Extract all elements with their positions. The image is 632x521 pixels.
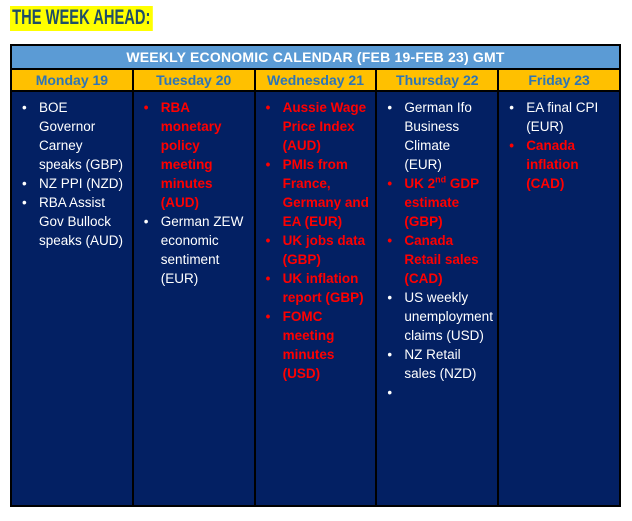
calendar-event: NZ Retail sales (NZD) xyxy=(385,345,491,383)
table-title-row: WEEKLY ECONOMIC CALENDAR (FEB 19-FEB 23)… xyxy=(10,44,621,70)
day-header-wednesday: Wednesday 21 xyxy=(253,68,378,92)
calendar-event: German ZEW economic sentiment (EUR) xyxy=(142,212,248,288)
events-cell-thursday: German Ifo Business Climate (EUR)UK 2nd … xyxy=(375,90,500,507)
calendar-event: Canada Retail sales (CAD) xyxy=(385,231,491,288)
events-list: RBA monetary policy meeting minutes (AUD… xyxy=(142,98,248,288)
calendar-event: RBA monetary policy meeting minutes (AUD… xyxy=(142,98,248,212)
events-cell-tuesday: RBA monetary policy meeting minutes (AUD… xyxy=(131,90,256,507)
day-header-thursday: Thursday 22 xyxy=(375,68,500,92)
calendar-event: US weekly unemployment claims (USD) xyxy=(385,288,493,345)
events-list: BOE Governor Carney speaks (GBP)NZ PPI (… xyxy=(20,98,126,250)
events-list: Aussie Wage Price Index (AUD)PMIs from F… xyxy=(264,98,370,383)
calendar-event: BOE Governor Carney speaks (GBP) xyxy=(20,98,126,174)
calendar-event: UK inflation report (GBP) xyxy=(264,269,370,307)
events-cell-monday: BOE Governor Carney speaks (GBP)NZ PPI (… xyxy=(10,90,134,507)
calendar-event: EA final CPI (EUR) xyxy=(507,98,613,136)
calendar-event: NZ PPI (NZD) xyxy=(20,174,126,193)
calendar-event: Aussie Wage Price Index (AUD) xyxy=(264,98,370,155)
page-title: THE WEEK AHEAD: xyxy=(10,6,153,31)
events-row: BOE Governor Carney speaks (GBP)NZ PPI (… xyxy=(10,90,621,507)
events-cell-friday: EA final CPI (EUR)Canada inflation (CAD) xyxy=(497,90,621,507)
calendar-event: Canada inflation (CAD) xyxy=(507,136,613,193)
calendar-event: UK 2nd GDP estimate (GBP) xyxy=(385,174,491,231)
events-list: EA final CPI (EUR)Canada inflation (CAD) xyxy=(507,98,613,193)
day-header-row: Monday 19 Tuesday 20 Wednesday 21 Thursd… xyxy=(10,68,621,92)
calendar-event: German Ifo Business Climate (EUR) xyxy=(385,98,491,174)
day-header-friday: Friday 23 xyxy=(497,68,621,92)
day-header-monday: Monday 19 xyxy=(10,68,134,92)
calendar-event: UK jobs data (GBP) xyxy=(264,231,370,269)
table-title: WEEKLY ECONOMIC CALENDAR (FEB 19-FEB 23)… xyxy=(10,44,621,70)
events-cell-wednesday: Aussie Wage Price Index (AUD)PMIs from F… xyxy=(253,90,378,507)
calendar-event: PMIs from France, Germany and EA (EUR) xyxy=(264,155,370,231)
page-title-wrap: THE WEEK AHEAD: xyxy=(10,6,214,31)
day-header-tuesday: Tuesday 20 xyxy=(131,68,256,92)
calendar-event: RBA Assist Gov Bullock speaks (AUD) xyxy=(20,193,126,250)
calendar-table: WEEKLY ECONOMIC CALENDAR (FEB 19-FEB 23)… xyxy=(10,44,621,507)
calendar-event: FOMC meeting minutes (USD) xyxy=(264,307,370,383)
calendar-event xyxy=(385,383,491,402)
events-list: German Ifo Business Climate (EUR)UK 2nd … xyxy=(385,98,493,402)
